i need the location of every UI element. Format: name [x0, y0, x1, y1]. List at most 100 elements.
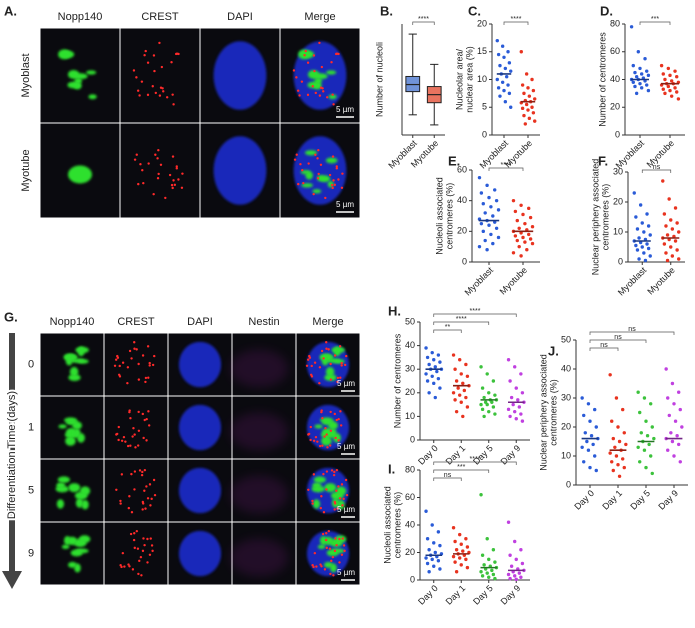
panel-label: I. [388, 461, 395, 476]
data-point [430, 350, 434, 355]
data-point [665, 233, 670, 237]
significance-bracket [641, 169, 672, 173]
micrograph [167, 332, 233, 397]
centromere [180, 186, 184, 189]
centromere [147, 424, 151, 427]
centromere [144, 380, 147, 384]
centromere [319, 563, 322, 566]
data-point [493, 188, 497, 192]
data-point [646, 88, 651, 93]
data-point [436, 376, 441, 381]
data-point [531, 88, 536, 93]
centromere [122, 435, 126, 439]
micrograph [199, 122, 281, 219]
centromere [147, 376, 150, 379]
centromere [298, 94, 301, 97]
nucleolus [68, 374, 81, 382]
centromere [335, 165, 338, 168]
centromere [172, 179, 175, 182]
centromere [133, 158, 137, 161]
data-point [624, 442, 628, 447]
nestin-signal [230, 475, 288, 514]
centromere [333, 412, 337, 416]
centromere [338, 537, 341, 541]
data-point [465, 405, 470, 409]
centromere [306, 93, 310, 97]
data-point [496, 52, 501, 57]
data-point [456, 386, 460, 390]
data-point [673, 86, 677, 90]
data-point [668, 73, 672, 78]
centromere [149, 537, 152, 540]
significance-bracket [433, 461, 517, 465]
column-header: Merge [312, 316, 343, 328]
data-point [633, 70, 637, 75]
centromere [320, 410, 323, 414]
data-point [451, 391, 456, 395]
significance-label: ns [628, 326, 636, 333]
scale-bar-label: 5 µm [337, 568, 355, 577]
data-point [632, 191, 636, 195]
y-axis-label: centromeres (%) [444, 183, 454, 250]
centromere [337, 439, 340, 442]
centromere [137, 429, 141, 433]
data-point [593, 454, 597, 458]
centromere [339, 376, 342, 379]
centromere [153, 69, 156, 73]
centromere [121, 551, 125, 555]
nucleolus [327, 180, 334, 188]
data-point [520, 561, 525, 566]
centromere [147, 162, 150, 165]
y-tick-label: 20 [613, 196, 623, 206]
data-point [490, 568, 494, 573]
nucleolus [64, 417, 78, 423]
data-point [524, 102, 529, 107]
y-tick-label: 40 [405, 340, 415, 350]
data-point [527, 94, 532, 98]
x-tick-label: Myoblast [463, 265, 496, 298]
centromere [135, 529, 139, 533]
data-point [425, 561, 430, 566]
centromere [130, 357, 133, 360]
centromere [133, 546, 136, 550]
data-point [614, 454, 619, 458]
x-tick-label: Myotube [645, 265, 676, 296]
centromere [318, 94, 322, 97]
data-point [454, 409, 459, 414]
data-point [424, 346, 428, 350]
data-point [673, 419, 678, 423]
micrograph [39, 122, 121, 219]
data-point [514, 577, 518, 582]
x-tick-label: Day 9 [656, 488, 680, 512]
centromere [150, 544, 154, 547]
centromere [141, 169, 144, 172]
data-point [513, 574, 517, 578]
centromere [129, 417, 132, 420]
micrograph [295, 332, 361, 397]
centromere [303, 53, 306, 57]
data-point [498, 63, 502, 68]
data-point [485, 372, 489, 376]
data-point [451, 353, 456, 357]
image-bg [119, 122, 201, 219]
y-axis-label: Number of centromeres [597, 32, 607, 127]
data-point [509, 105, 513, 109]
data-point [677, 230, 681, 234]
data-point [526, 86, 530, 90]
data-point [498, 94, 502, 98]
data-point [608, 373, 612, 377]
data-point [482, 414, 486, 419]
data-point [515, 238, 519, 243]
data-point [665, 258, 670, 263]
data-point [520, 391, 525, 395]
data-point [678, 460, 682, 464]
data-point [634, 75, 639, 79]
data-point [427, 570, 431, 574]
x-tick-label: Day 9 [499, 443, 523, 467]
centromere [143, 468, 147, 472]
data-point [483, 211, 487, 215]
data-point [622, 431, 626, 435]
data-point [661, 87, 665, 91]
data-point [639, 72, 644, 76]
